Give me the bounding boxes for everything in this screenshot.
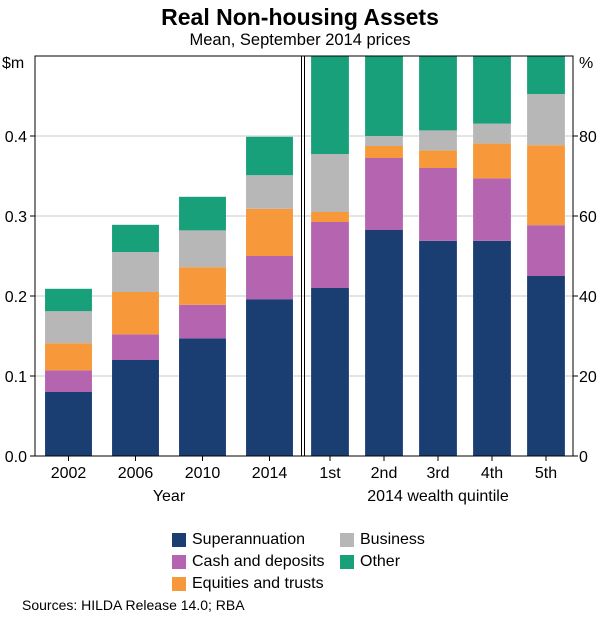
bar-other-5th: [527, 56, 565, 94]
bar-equities-and-trusts-2006: [112, 292, 159, 335]
bar-other-1st: [311, 56, 349, 154]
legend-item: Cash and deposits: [172, 553, 325, 571]
legend-swatch-superannuation: [172, 533, 186, 547]
x-tick-label: 2006: [118, 465, 154, 482]
bar-business-5th: [527, 94, 565, 146]
x-tick-label: 1st: [319, 465, 341, 482]
x-axis-title: Year: [153, 488, 186, 505]
bar-superannuation-1st: [311, 288, 349, 456]
bar-other-2006: [112, 224, 159, 252]
bar-superannuation-4th: [473, 240, 511, 456]
bar-business-2010: [179, 230, 226, 268]
bar-cash-and-deposits-5th: [527, 225, 565, 276]
x-axis-title: 2014 wealth quintile: [367, 488, 509, 505]
legend-swatch-other: [340, 555, 354, 569]
y-tick-label-right: 20: [579, 369, 597, 386]
bar-other-2nd: [365, 56, 403, 136]
y-tick-label-left: 0.0: [5, 449, 27, 466]
bar-superannuation-2002: [45, 392, 92, 456]
bar-equities-and-trusts-2014: [246, 208, 293, 256]
bar-superannuation-2nd: [365, 230, 403, 456]
legend-swatch-equities-and-trusts: [172, 577, 186, 591]
legend-label: Cash and deposits: [192, 553, 325, 570]
x-tick-label: 4th: [481, 465, 503, 482]
y-tick-label-left: 0.3: [5, 209, 27, 226]
y-tick-label-right: 0: [579, 449, 588, 466]
chart-subtitle: Mean, September 2014 prices: [189, 31, 411, 49]
bar-business-2014: [246, 175, 293, 209]
y-tick-label-right: 40: [579, 289, 597, 306]
bar-equities-and-trusts-5th: [527, 145, 565, 226]
bar-superannuation-2014: [246, 299, 293, 456]
bar-equities-and-trusts-2010: [179, 267, 226, 305]
y-axis-unit-left: $m: [2, 55, 24, 72]
x-tick-label: 2014: [252, 465, 288, 482]
y-axis-unit-right: %: [579, 55, 593, 72]
bar-other-4th: [473, 56, 511, 124]
bar-business-2002: [45, 311, 92, 344]
bar-equities-and-trusts-1st: [311, 212, 349, 222]
bar-other-3rd: [419, 56, 457, 131]
legend-item: Superannuation: [172, 531, 305, 549]
x-tick-label: 2002: [51, 465, 87, 482]
legend-item: Equities and trusts: [172, 575, 324, 593]
legend-swatch-business: [340, 533, 354, 547]
y-tick-label-left: 0.4: [5, 129, 27, 146]
bar-cash-and-deposits-3rd: [419, 168, 457, 241]
bar-cash-and-deposits-2006: [112, 334, 159, 360]
legend-label: Equities and trusts: [192, 575, 324, 592]
y-tick-label-right: 80: [579, 129, 597, 146]
legend-item: Business: [340, 531, 425, 549]
bar-superannuation-5th: [527, 276, 565, 456]
bar-superannuation-2006: [112, 360, 159, 456]
plot-frame: [34, 55, 574, 457]
bar-other-2002: [45, 288, 92, 312]
bar-equities-and-trusts-3rd: [419, 150, 457, 168]
legend-label: Business: [360, 531, 425, 548]
legend-label: Superannuation: [192, 531, 305, 548]
x-tick-label: 2010: [185, 465, 221, 482]
y-tick-label-right: 60: [579, 209, 597, 226]
bar-other-2014: [246, 136, 293, 176]
chart-title: Real Non-housing Assets: [161, 4, 439, 30]
x-tick-label: 2nd: [371, 465, 398, 482]
bar-business-2006: [112, 252, 159, 292]
x-tick-label: 5th: [535, 465, 557, 482]
bar-cash-and-deposits-2nd: [365, 158, 403, 230]
bar-cash-and-deposits-1st: [311, 222, 349, 288]
bar-cash-and-deposits-2002: [45, 370, 92, 392]
bar-business-2nd: [365, 136, 403, 146]
bar-superannuation-2010: [179, 338, 226, 456]
bar-cash-and-deposits-2010: [179, 304, 226, 339]
bar-cash-and-deposits-4th: [473, 178, 511, 241]
legend-item: Other: [340, 553, 400, 571]
bar-business-4th: [473, 123, 511, 144]
bar-business-3rd: [419, 130, 457, 151]
bar-superannuation-3rd: [419, 240, 457, 456]
bar-other-2010: [179, 196, 226, 231]
y-tick-label-left: 0.1: [5, 369, 27, 386]
y-tick-label-left: 0.2: [5, 289, 27, 306]
x-tick-label: 3rd: [426, 465, 449, 482]
legend-label: Other: [360, 553, 401, 570]
bar-business-1st: [311, 154, 349, 212]
bar-equities-and-trusts-2nd: [365, 146, 403, 158]
bar-equities-and-trusts-2002: [45, 343, 92, 371]
source-note: Sources: HILDA Release 14.0; RBA: [22, 597, 245, 613]
bar-equities-and-trusts-4th: [473, 143, 511, 179]
bar-cash-and-deposits-2014: [246, 256, 293, 300]
legend-swatch-cash-and-deposits: [172, 555, 186, 569]
